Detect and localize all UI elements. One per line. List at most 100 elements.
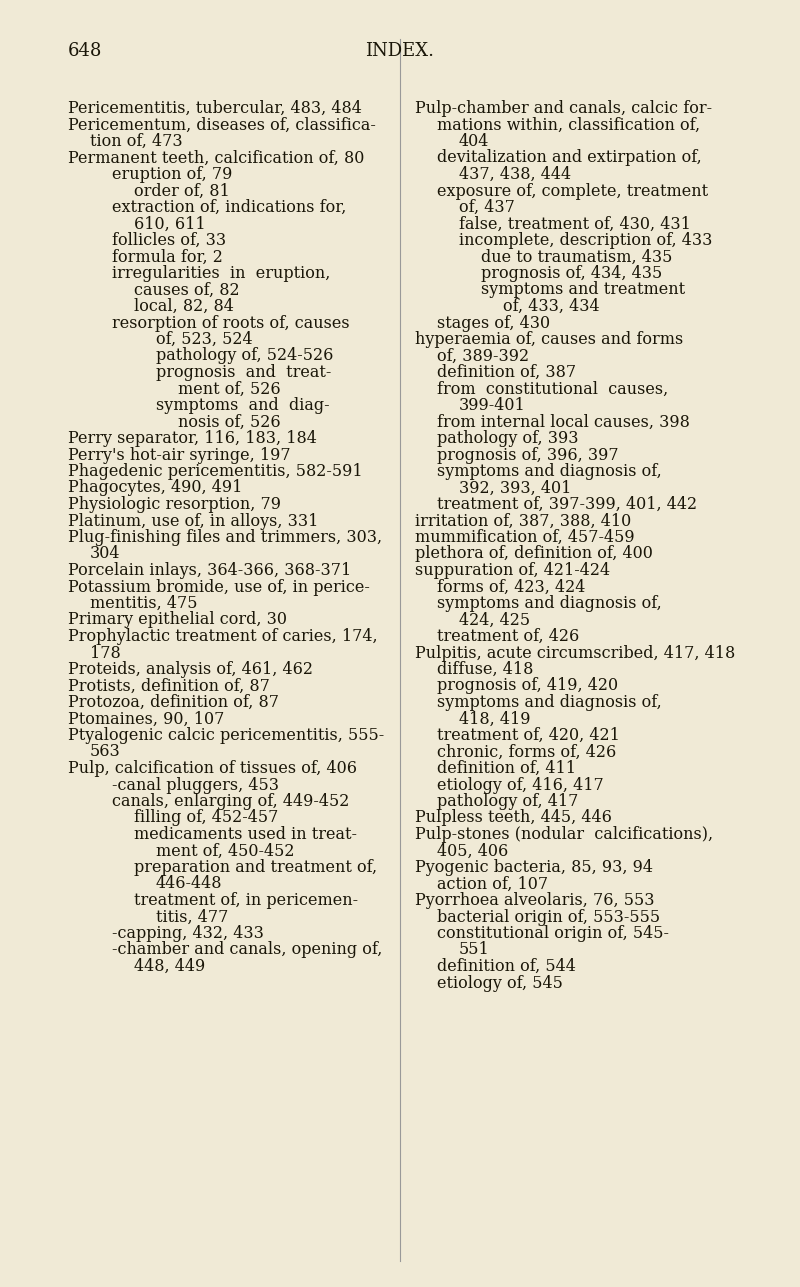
Text: false, treatment of, 430, 431: false, treatment of, 430, 431 (459, 215, 691, 233)
Text: Pulpless teeth, 445, 446: Pulpless teeth, 445, 446 (415, 810, 612, 826)
Text: Pericementitis, tubercular, 483, 484: Pericementitis, tubercular, 483, 484 (68, 100, 362, 117)
Text: 399-401: 399-401 (459, 396, 526, 414)
Text: pathology of, 524-526: pathology of, 524-526 (156, 347, 334, 364)
Text: 405, 406: 405, 406 (437, 843, 508, 860)
Text: incomplete, description of, 433: incomplete, description of, 433 (459, 232, 712, 248)
Text: mations within, classification of,: mations within, classification of, (437, 117, 700, 134)
Text: Porcelain inlays, 364-366, 368-371: Porcelain inlays, 364-366, 368-371 (68, 562, 351, 579)
Text: order of, 81: order of, 81 (134, 183, 230, 199)
Text: 304: 304 (90, 546, 121, 562)
Text: Protozoa, definition of, 87: Protozoa, definition of, 87 (68, 694, 279, 710)
Text: pathology of, 417: pathology of, 417 (437, 793, 578, 810)
Text: medicaments used in treat-: medicaments used in treat- (134, 826, 357, 843)
Text: Pulp-chamber and canals, calcic for-: Pulp-chamber and canals, calcic for- (415, 100, 712, 117)
Text: symptoms and treatment: symptoms and treatment (481, 282, 685, 299)
Text: chronic, forms of, 426: chronic, forms of, 426 (437, 744, 616, 761)
Text: definition of, 387: definition of, 387 (437, 364, 576, 381)
Text: etiology of, 545: etiology of, 545 (437, 974, 563, 991)
Text: ment of, 450-452: ment of, 450-452 (156, 843, 294, 860)
Text: 178: 178 (90, 645, 121, 662)
Text: -capping, 432, 433: -capping, 432, 433 (112, 925, 264, 942)
Text: action of, 107: action of, 107 (437, 875, 548, 892)
Text: mummification of, 457-459: mummification of, 457-459 (415, 529, 634, 546)
Text: exposure of, complete, treatment: exposure of, complete, treatment (437, 183, 708, 199)
Text: causes of, 82: causes of, 82 (134, 282, 240, 299)
Text: tion of, 473: tion of, 473 (90, 133, 182, 151)
Text: 563: 563 (90, 744, 121, 761)
Text: Physiologic resorption, 79: Physiologic resorption, 79 (68, 495, 281, 514)
Text: irritation of, 387, 388, 410: irritation of, 387, 388, 410 (415, 512, 631, 529)
Text: filling of, 452-457: filling of, 452-457 (134, 810, 278, 826)
Text: hyperaemia of, causes and forms: hyperaemia of, causes and forms (415, 331, 683, 347)
Text: diffuse, 418: diffuse, 418 (437, 662, 534, 678)
Text: treatment of, in pericemen-: treatment of, in pericemen- (134, 892, 358, 909)
Text: Phagedenic pericementitis, 582-591: Phagedenic pericementitis, 582-591 (68, 463, 362, 480)
Text: etiology of, 416, 417: etiology of, 416, 417 (437, 776, 604, 794)
Text: 392, 393, 401: 392, 393, 401 (459, 480, 571, 497)
Text: local, 82, 84: local, 82, 84 (134, 299, 234, 315)
Text: treatment of, 420, 421: treatment of, 420, 421 (437, 727, 620, 744)
Text: symptoms and diagnosis of,: symptoms and diagnosis of, (437, 463, 662, 480)
Text: 448, 449: 448, 449 (134, 958, 206, 976)
Text: Ptomaines, 90, 107: Ptomaines, 90, 107 (68, 710, 224, 727)
Text: -chamber and canals, opening of,: -chamber and canals, opening of, (112, 942, 382, 959)
Text: Pulp, calcification of tissues of, 406: Pulp, calcification of tissues of, 406 (68, 761, 357, 777)
Text: resorption of roots of, causes: resorption of roots of, causes (112, 314, 350, 332)
Text: symptoms and diagnosis of,: symptoms and diagnosis of, (437, 595, 662, 613)
Text: nosis of, 526: nosis of, 526 (178, 413, 281, 430)
Text: Proteids, analysis of, 461, 462: Proteids, analysis of, 461, 462 (68, 662, 313, 678)
Text: irregularities  in  eruption,: irregularities in eruption, (112, 265, 330, 282)
Text: Protists, definition of, 87: Protists, definition of, 87 (68, 677, 270, 695)
Text: 446-448: 446-448 (156, 875, 222, 892)
Text: titis, 477: titis, 477 (156, 909, 228, 925)
Text: Potassium bromide, use of, in perice-: Potassium bromide, use of, in perice- (68, 578, 370, 596)
Text: 437, 438, 444: 437, 438, 444 (459, 166, 571, 183)
Text: Pericementum, diseases of, classifica-: Pericementum, diseases of, classifica- (68, 117, 376, 134)
Text: treatment of, 426: treatment of, 426 (437, 628, 579, 645)
Text: eruption of, 79: eruption of, 79 (112, 166, 232, 183)
Text: symptoms and diagnosis of,: symptoms and diagnosis of, (437, 694, 662, 710)
Text: definition of, 544: definition of, 544 (437, 958, 576, 976)
Text: bacterial origin of, 553-555: bacterial origin of, 553-555 (437, 909, 660, 925)
Text: forms of, 423, 424: forms of, 423, 424 (437, 578, 586, 596)
Text: 610, 611: 610, 611 (134, 215, 206, 233)
Text: canals, enlarging of, 449-452: canals, enlarging of, 449-452 (112, 793, 350, 810)
Text: Platinum, use of, in alloys, 331: Platinum, use of, in alloys, 331 (68, 512, 318, 529)
Text: of, 433, 434: of, 433, 434 (503, 299, 600, 315)
Text: Plug-finishing files and trimmers, 303,: Plug-finishing files and trimmers, 303, (68, 529, 382, 546)
Text: ment of, 526: ment of, 526 (178, 381, 281, 398)
Text: INDEX.: INDEX. (366, 42, 434, 60)
Text: of, 523, 524: of, 523, 524 (156, 331, 253, 347)
Text: Phagocytes, 490, 491: Phagocytes, 490, 491 (68, 480, 242, 497)
Text: Permanent teeth, calcification of, 80: Permanent teeth, calcification of, 80 (68, 149, 364, 166)
Text: Prophylactic treatment of caries, 174,: Prophylactic treatment of caries, 174, (68, 628, 378, 645)
Text: stages of, 430: stages of, 430 (437, 314, 550, 332)
Text: Pulp-stones (nodular  calcifications),: Pulp-stones (nodular calcifications), (415, 826, 713, 843)
Text: Pyorrhoea alveolaris, 76, 553: Pyorrhoea alveolaris, 76, 553 (415, 892, 654, 909)
Text: treatment of, 397-399, 401, 442: treatment of, 397-399, 401, 442 (437, 495, 697, 514)
Text: Pulpitis, acute circumscribed, 417, 418: Pulpitis, acute circumscribed, 417, 418 (415, 645, 735, 662)
Text: prognosis  and  treat-: prognosis and treat- (156, 364, 331, 381)
Text: symptoms  and  diag-: symptoms and diag- (156, 396, 330, 414)
Text: prognosis of, 396, 397: prognosis of, 396, 397 (437, 447, 618, 463)
Text: Primary epithelial cord, 30: Primary epithelial cord, 30 (68, 611, 287, 628)
Text: suppuration of, 421-424: suppuration of, 421-424 (415, 562, 610, 579)
Text: extraction of, indications for,: extraction of, indications for, (112, 199, 346, 216)
Text: prognosis of, 434, 435: prognosis of, 434, 435 (481, 265, 662, 282)
Text: formula for, 2: formula for, 2 (112, 248, 223, 265)
Text: preparation and treatment of,: preparation and treatment of, (134, 858, 377, 876)
Text: Perry's hot-air syringe, 197: Perry's hot-air syringe, 197 (68, 447, 290, 463)
Text: follicles of, 33: follicles of, 33 (112, 232, 226, 248)
Text: 418, 419: 418, 419 (459, 710, 530, 727)
Text: mentitis, 475: mentitis, 475 (90, 595, 198, 613)
Text: constitutional origin of, 545-: constitutional origin of, 545- (437, 925, 669, 942)
Text: devitalization and extirpation of,: devitalization and extirpation of, (437, 149, 702, 166)
Text: definition of, 411: definition of, 411 (437, 761, 576, 777)
Text: from internal local causes, 398: from internal local causes, 398 (437, 413, 690, 430)
Text: 424, 425: 424, 425 (459, 611, 530, 628)
Text: Pyogenic bacteria, 85, 93, 94: Pyogenic bacteria, 85, 93, 94 (415, 858, 653, 876)
Text: 551: 551 (459, 942, 490, 959)
Text: of, 437: of, 437 (459, 199, 515, 216)
Text: 648: 648 (68, 42, 102, 60)
Text: due to traumatism, 435: due to traumatism, 435 (481, 248, 672, 265)
